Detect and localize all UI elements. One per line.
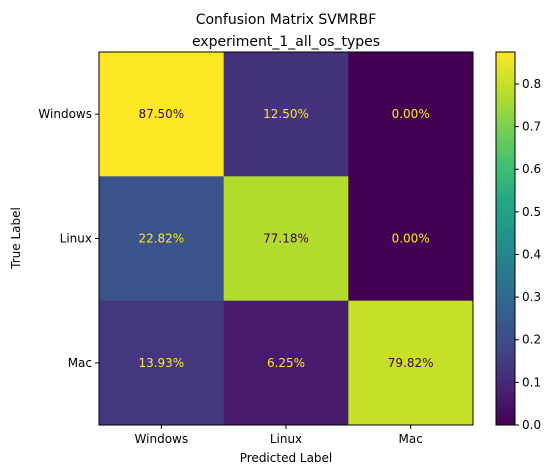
y-tick-label: Windows: [38, 107, 92, 121]
cell-value-label: 22.82%: [138, 232, 184, 246]
heatmap-cell: [348, 176, 474, 302]
y-tick-label: Mac: [68, 356, 92, 370]
cell-value-label: 12.50%: [263, 107, 309, 121]
x-axis-ticks: Windows Linux Mac: [135, 425, 423, 446]
colorbar-tick-label: 0.1: [522, 375, 541, 389]
colorbar-tick-label: 0.5: [522, 205, 541, 219]
heatmap-cell: [99, 176, 225, 302]
cell-value-label: 77.18%: [263, 232, 309, 246]
x-axis-label: Predicted Label: [240, 451, 333, 465]
chart-subtitle: experiment_1_all_os_types: [192, 34, 380, 50]
x-tick-label: Mac: [399, 432, 423, 446]
y-axis-label: True Label: [9, 207, 23, 270]
cell-value-label: 79.82%: [388, 356, 434, 370]
y-axis-ticks: Windows Linux Mac: [38, 107, 99, 370]
colorbar-ticks: 0.0 0.1 0.2 0.3 0.4 0.5 0.6 0.7 0.8: [515, 77, 541, 432]
colorbar-tick-label: 0.6: [522, 162, 541, 176]
colorbar-tick-label: 0.4: [522, 247, 541, 261]
colorbar-tick-label: 0.2: [522, 333, 541, 347]
heatmap-cell-labels: 87.50% 12.50% 0.00% 22.82% 77.18% 0.00% 13.93%…: [138, 107, 433, 370]
colorbar-tick-label: 0.7: [522, 120, 541, 134]
y-tick-label: Linux: [60, 232, 92, 246]
heatmap-cell: [223, 300, 349, 426]
colorbar-tick-label: 0.3: [522, 290, 541, 304]
cell-value-label: 0.00%: [392, 107, 430, 121]
chart-title: Confusion Matrix SVMRBF: [196, 12, 377, 28]
heatmap-cell: [99, 52, 225, 177]
heatmap-cell: [223, 52, 349, 177]
cell-value-label: 0.00%: [392, 232, 430, 246]
heatmap-cell: [223, 176, 349, 302]
cell-value-label: 6.25%: [267, 356, 305, 370]
colorbar: [495, 51, 516, 426]
heatmap-cell: [99, 300, 225, 426]
colorbar-tick-label: 0.0: [522, 418, 541, 432]
x-tick-label: Windows: [135, 432, 189, 446]
x-tick-label: Linux: [270, 432, 302, 446]
heatmap-cell: [348, 52, 474, 177]
heatmap-cell: [348, 300, 474, 426]
colorbar-tick-label: 0.8: [522, 77, 541, 91]
cell-value-label: 13.93%: [138, 356, 184, 370]
cell-value-label: 87.50%: [138, 107, 184, 121]
heatmap-cells: [99, 52, 474, 426]
